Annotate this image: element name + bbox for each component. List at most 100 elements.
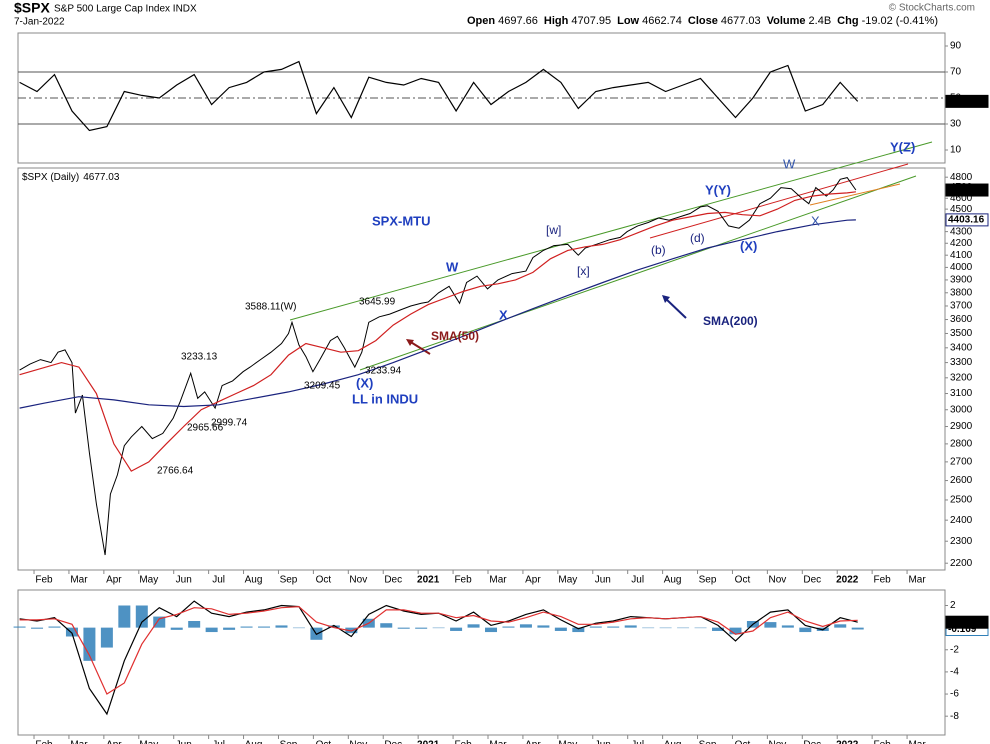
annotation: (X) xyxy=(356,375,373,390)
histogram-bar xyxy=(240,626,253,628)
annotation: 2965.66 xyxy=(187,423,224,434)
value-box xyxy=(945,615,989,629)
legend-value: 4677.03 xyxy=(83,172,120,183)
x-tick-label: Oct xyxy=(316,740,332,744)
x-tick-label: Aug xyxy=(664,575,682,586)
value-box xyxy=(945,94,989,108)
y-tick-label: 4500 xyxy=(950,204,973,215)
y-tick-label: 4600 xyxy=(950,193,973,204)
histogram-bar xyxy=(223,627,236,630)
histogram-bar xyxy=(467,624,480,628)
date: 7-Jan-2022 xyxy=(14,17,65,28)
y-tick-label: 3100 xyxy=(950,388,973,399)
legend-name: $SPX (Daily) xyxy=(22,172,79,183)
x-tick-label: 2022 xyxy=(836,740,859,744)
x-tick-label: Jul xyxy=(212,575,225,586)
x-tick-label: Jun xyxy=(176,575,192,586)
value-label: 4677.03 xyxy=(948,185,985,196)
histogram-bar xyxy=(380,623,393,628)
y-tick-label: 4200 xyxy=(950,238,973,249)
y-tick-label: 3300 xyxy=(950,357,973,368)
histogram-bar xyxy=(450,627,463,631)
annotation: (X) xyxy=(740,238,757,253)
quote-value: 4707.95 xyxy=(571,15,611,27)
annotation: X xyxy=(499,307,508,322)
series-line xyxy=(19,191,856,472)
x-tick-label: Oct xyxy=(735,740,751,744)
x-tick-label: Mar xyxy=(908,575,926,586)
x-tick-label: Sep xyxy=(280,740,298,744)
x-tick-label: Apr xyxy=(106,740,122,744)
x-tick-label: Nov xyxy=(349,740,367,744)
x-tick-label: Mar xyxy=(70,575,88,586)
histogram-bar xyxy=(170,627,183,630)
x-tick-label: Dec xyxy=(384,575,402,586)
x-tick-label: Sep xyxy=(280,575,298,586)
x-tick-label: Jun xyxy=(176,740,192,744)
x-tick-label: 2021 xyxy=(417,740,440,744)
value-label: 0.490 xyxy=(948,617,973,628)
x-tick-label: Oct xyxy=(316,575,332,586)
annotation: (d) xyxy=(690,231,705,245)
histogram-bar xyxy=(432,627,445,629)
histogram-bar xyxy=(764,622,777,628)
x-tick-label: Mar xyxy=(70,740,88,744)
annotation: 3233.94 xyxy=(365,366,402,377)
arrow-head xyxy=(406,339,414,346)
histogram-bar xyxy=(292,627,305,629)
histogram-bar xyxy=(65,627,78,637)
x-tick-label: Dec xyxy=(803,575,821,586)
annotation: 3645.99 xyxy=(359,297,396,308)
histogram-bar xyxy=(537,625,550,628)
series-line xyxy=(19,60,859,132)
histogram-bar xyxy=(415,627,428,629)
histogram-bar xyxy=(83,627,96,661)
y-tick-label: 70 xyxy=(950,67,962,78)
annotation: (b) xyxy=(651,243,666,257)
value-label: 47.41 xyxy=(948,96,973,107)
x-tick-label: May xyxy=(558,575,577,586)
annotation: 3209.45 xyxy=(304,381,341,392)
arrow xyxy=(664,297,687,319)
y-tick-label: 4100 xyxy=(950,250,973,261)
annotation: Y(Y) xyxy=(705,182,731,197)
quote-label: Open xyxy=(467,15,495,27)
histogram-bar xyxy=(781,625,794,628)
x-tick-label: Apr xyxy=(525,740,541,744)
y-tick-label: 3500 xyxy=(950,328,973,339)
x-tick-label: Jun xyxy=(595,575,611,586)
x-tick-label: Nov xyxy=(768,740,786,744)
annotation: Y(Z) xyxy=(890,139,915,154)
x-tick-label: 2022 xyxy=(836,575,859,586)
histogram-bar xyxy=(485,627,498,633)
histogram-bar xyxy=(554,627,567,631)
annotation: [w] xyxy=(546,223,561,237)
x-tick-label: Mar xyxy=(908,740,926,744)
histogram-bar xyxy=(659,627,672,629)
arrow xyxy=(408,340,431,355)
annotation: W xyxy=(446,259,459,274)
quote-label: High xyxy=(544,15,569,27)
quote-label: Low xyxy=(617,15,639,27)
annotation: SPX-MTU xyxy=(372,213,431,228)
x-tick-label: Mar xyxy=(489,740,507,744)
x-tick-label: Mar xyxy=(489,575,507,586)
macd-panel xyxy=(17,589,946,736)
y-tick-label: 4000 xyxy=(950,262,973,273)
x-tick-label: Sep xyxy=(699,575,717,586)
quote-value: -19.02 (-0.41%) xyxy=(862,15,938,27)
series-line xyxy=(19,605,858,695)
y-tick-label: -8 xyxy=(950,711,959,722)
x-tick-label: May xyxy=(139,575,158,586)
trend-line xyxy=(809,183,901,206)
histogram-bar xyxy=(31,627,44,629)
trend-line xyxy=(649,163,909,239)
y-tick-label: 2500 xyxy=(950,495,973,506)
quote-value: 4697.66 xyxy=(498,15,538,27)
value-box xyxy=(945,213,989,227)
x-tick-label: Jun xyxy=(595,740,611,744)
y-tick-label: 2600 xyxy=(950,475,973,486)
histogram-bar xyxy=(519,624,532,628)
annotation: 3233.13 xyxy=(181,352,218,363)
x-tick-label: Dec xyxy=(384,740,402,744)
